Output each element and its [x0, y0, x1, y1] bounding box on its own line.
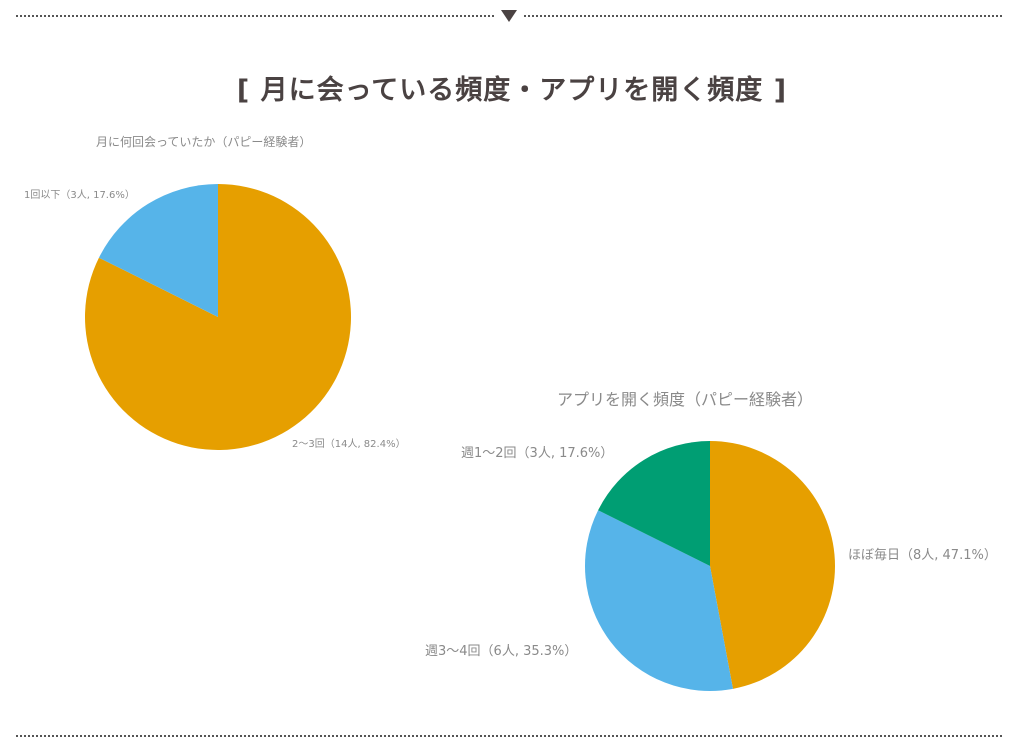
chart1-label-1: 1回以下（3人, 17.6%）: [24, 190, 135, 201]
chart2-pie: [585, 441, 835, 691]
chart2-label-0: ほぼ毎日（8人, 47.1%）: [848, 548, 997, 563]
down-triangle-icon: [501, 10, 517, 22]
bottom-dotted-divider: [16, 735, 1002, 737]
chart1-label-0: 2〜3回（14人, 82.4%）: [292, 439, 406, 450]
chart1-pie: [85, 183, 352, 450]
pie-slice: [98, 184, 218, 317]
pie-slice: [710, 441, 835, 689]
pie-slice: [85, 183, 352, 450]
page-title: [ 月に会っている頻度・アプリを開く頻度 ]: [236, 75, 788, 106]
chart1-title: 月に何回会っていたか（パピー経験者）: [96, 135, 312, 149]
chart2-label-1: 週3〜4回（6人, 35.3%）: [425, 644, 578, 659]
chart2-label-2: 週1〜2回（3人, 17.6%）: [461, 446, 614, 461]
pie-slice: [598, 441, 710, 566]
chart2-title: アプリを開く頻度（パピー経験者）: [557, 390, 814, 409]
pie-slice: [585, 510, 733, 691]
